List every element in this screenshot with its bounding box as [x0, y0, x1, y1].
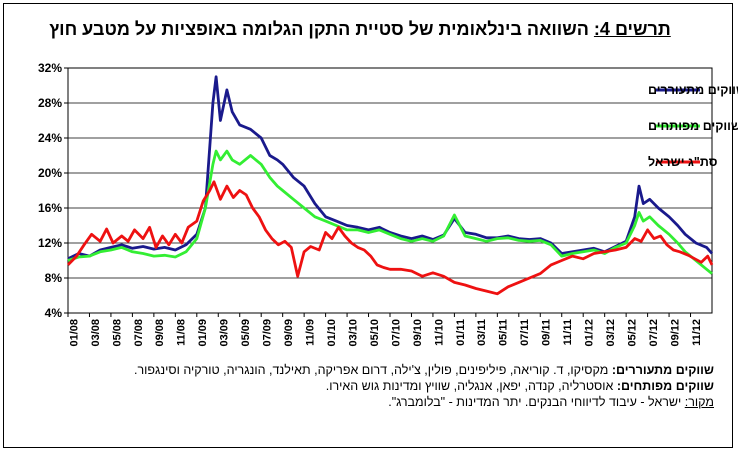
y-tick-label: 12%: [38, 236, 62, 250]
x-tick-label: 03/09: [219, 319, 231, 347]
chart-frame: [3, 3, 733, 448]
x-tick-label: 03/11: [476, 319, 488, 346]
y-tick-label: 8%: [45, 271, 63, 285]
x-tick-label: 01/09: [197, 319, 209, 347]
x-tick-label: 11/10: [433, 319, 445, 346]
legend-label-1: ממוצע שווקים מפותחים: [648, 119, 738, 133]
series-line-0: [67, 75, 714, 261]
note-source-text: ישראל - עיבוד לדיווחי הבנקים. יתר המדינו…: [388, 395, 682, 409]
y-tick-label: 32%: [38, 61, 62, 75]
legend-label-0: ממוצע שווקים מתעוררים: [648, 83, 738, 97]
x-tick-label: 01/11: [455, 319, 467, 346]
y-tick-label: 20%: [38, 166, 62, 180]
x-tick-label: 11/09: [305, 319, 317, 346]
x-tick-label: 09/10: [412, 319, 424, 347]
series-line-1: [67, 149, 713, 275]
x-tick-label: 01/10: [326, 319, 338, 347]
x-tick-label: 07/12: [648, 319, 660, 347]
x-tick-label: 11/11: [562, 319, 574, 345]
note-emerging-label: שווקים מתעוררים:: [611, 363, 714, 377]
x-tick-label: 07/10: [390, 319, 402, 347]
x-tick-label: 05/10: [369, 319, 381, 347]
x-tick-label: 07/08: [133, 319, 145, 347]
y-tick-label: 24%: [38, 131, 62, 145]
chart-title: תרשים 4: השוואה בינלאומית של סטיית התקן …: [40, 18, 680, 40]
x-tick-label: 11/08: [176, 319, 188, 346]
x-tick-label: 03/12: [605, 319, 617, 347]
x-tick-label: 03/08: [90, 319, 102, 347]
note-developed-text: אוסטרליה, קנדה, יפאן, אנגליה, שוויץ ומדי…: [325, 379, 614, 393]
plot-area: [67, 67, 713, 314]
x-tick-label: 05/08: [111, 319, 123, 347]
note-developed-label: שווקים מפותחים:: [616, 379, 714, 393]
note-emerging-text: מקסיקו, ד. קוריאה, פיליפינים, פולין, צ'י…: [133, 363, 609, 377]
x-tick-label: 07/11: [519, 319, 531, 346]
x-tick-label: 09/09: [283, 319, 295, 347]
x-tick-label: 09/12: [669, 319, 681, 347]
x-tick-label: 05/09: [240, 319, 252, 347]
x-tick-label: 01/12: [584, 319, 596, 347]
x-tick-label: 01/08: [68, 319, 80, 347]
x-tick-label: 09/08: [154, 319, 166, 347]
chart-notes: שווקים מתעוררים: מקסיקו, ד. קוריאה, פילי…: [14, 362, 714, 410]
x-tick-label: 05/12: [627, 319, 639, 347]
note-developed: שווקים מפותחים: אוסטרליה, קנדה, יפאן, אנ…: [14, 378, 714, 394]
x-tick-label: 11/12: [691, 319, 703, 346]
chart-title-text: השוואה בינלאומית של סטיית התקן הגלומה בא…: [49, 19, 589, 39]
note-source: מקור: ישראל - עיבוד לדיווחי הבנקים. יתר …: [14, 394, 714, 410]
x-tick-label: 07/09: [262, 319, 274, 347]
x-tick-label: 09/11: [541, 319, 553, 346]
legend-label-2: סת"ג ישראל: [648, 155, 718, 169]
y-tick-label: 16%: [38, 201, 62, 215]
y-tick-label: 28%: [38, 96, 62, 110]
x-tick-label: 05/11: [498, 319, 510, 346]
x-tick-label: 03/10: [347, 319, 359, 347]
note-source-label: מקור:: [684, 395, 714, 409]
note-emerging: שווקים מתעוררים: מקסיקו, ד. קוריאה, פילי…: [14, 362, 714, 378]
series-line-2: [66, 180, 714, 296]
y-tick-label: 4%: [45, 306, 63, 320]
chart-title-label: תרשים 4:: [593, 19, 671, 39]
